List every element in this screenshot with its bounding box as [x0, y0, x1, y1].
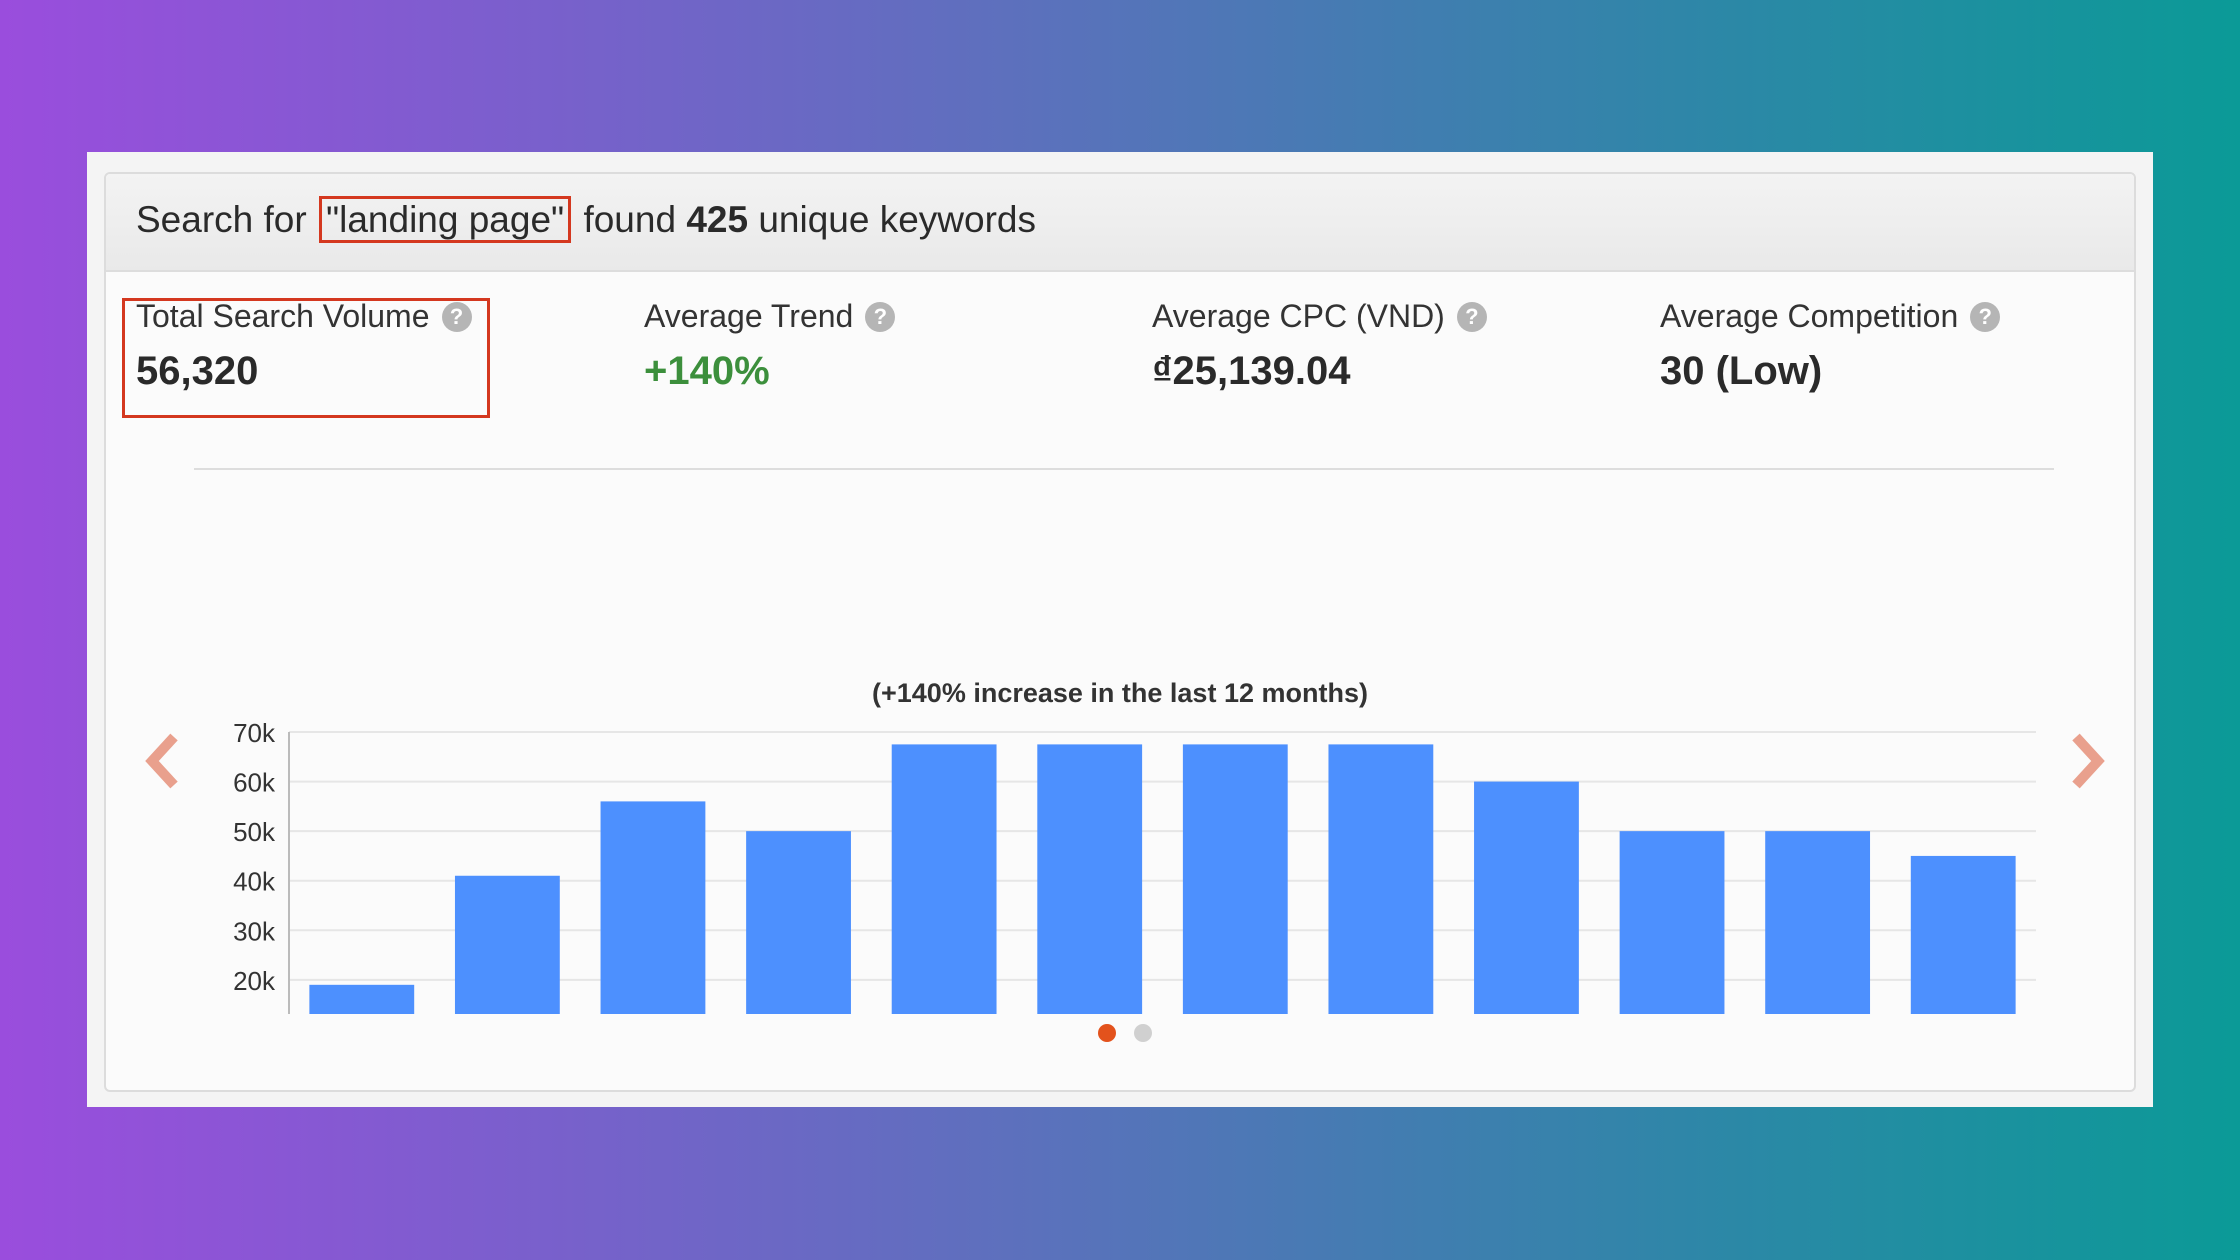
y-tick-label: 20k [233, 966, 276, 996]
bar[interactable] [1910, 855, 2016, 1014]
y-tick-label: 60k [233, 768, 276, 798]
help-icon[interactable]: ? [865, 301, 896, 332]
headline-middle: found [583, 199, 677, 240]
chart-title: (+140% increase in the last 12 months) [872, 678, 1368, 708]
metric-label: Average Trend [644, 298, 854, 334]
volume-highlight-box [122, 298, 490, 418]
metric-average-trend: Average Trend? +140% [644, 298, 896, 394]
keyword-count: 425 [686, 199, 749, 240]
y-tick-label: 50k [233, 817, 276, 847]
chevron-right-icon[interactable] [2068, 731, 2108, 791]
bar[interactable] [600, 801, 706, 1014]
search-keyword: "landing page" [318, 196, 572, 243]
bar[interactable] [1474, 781, 1579, 1014]
bar[interactable] [1182, 744, 1288, 1014]
divider [194, 468, 2054, 470]
metric-value: ₫25,139.04 [1152, 349, 1351, 393]
bars [309, 744, 2016, 1014]
panel-header: Search for "landing page" found 425 uniq… [106, 174, 2134, 272]
metric-total-search-volume: Total Search Volume? 56,320 [136, 298, 472, 394]
headline-suffix: unique keywords [758, 199, 1037, 240]
y-tick-label: 70k [233, 718, 276, 748]
metric-label: Average CPC (VND) [1152, 298, 1445, 334]
bar[interactable] [746, 831, 851, 1014]
metric-average-cpc: Average CPC (VND)? ₫25,139.04 [1152, 298, 1487, 394]
carousel-dot-1[interactable] [1098, 1024, 1116, 1042]
metric-label: Average Competition [1660, 298, 1959, 334]
bar[interactable] [1765, 831, 1871, 1014]
chevron-left-icon[interactable] [142, 731, 182, 791]
bar[interactable] [891, 744, 997, 1014]
help-icon[interactable]: ? [441, 301, 472, 332]
bar[interactable] [1619, 831, 1725, 1014]
bar[interactable] [309, 984, 415, 1014]
search-volume-chart: (+140% increase in the last 12 months) 0… [233, 678, 2036, 1014]
bar[interactable] [1037, 744, 1143, 1014]
search-result-headline: Search for "landing page" found 425 uniq… [136, 196, 1036, 244]
carousel-dot-2[interactable] [1134, 1024, 1152, 1042]
metric-average-competition: Average Competition? 30 (Low) [1660, 298, 2001, 394]
bar[interactable] [1328, 744, 1434, 1014]
metric-label: Total Search Volume [136, 298, 430, 334]
axis-labels: 010k20k30k40k50k60k70kJan 2020Mar 2020Ma… [233, 718, 276, 996]
app-screen: Search for "landing page" found 425 uniq… [87, 152, 2153, 1107]
keyword-summary-panel: Search for "landing page" found 425 uniq… [104, 172, 2136, 1092]
metric-value: +140% [644, 349, 770, 393]
carousel-pagination [1098, 1024, 1152, 1042]
metric-value: 30 (Low) [1660, 349, 1823, 393]
help-icon[interactable]: ? [1970, 301, 2001, 332]
gridlines [288, 731, 2036, 1014]
headline-prefix: Search for [136, 199, 307, 240]
y-tick-label: 30k [233, 916, 276, 946]
bar[interactable] [454, 875, 560, 1014]
metric-value: 56,320 [136, 349, 259, 393]
y-tick-label: 40k [233, 867, 276, 897]
help-icon[interactable]: ? [1456, 301, 1487, 332]
